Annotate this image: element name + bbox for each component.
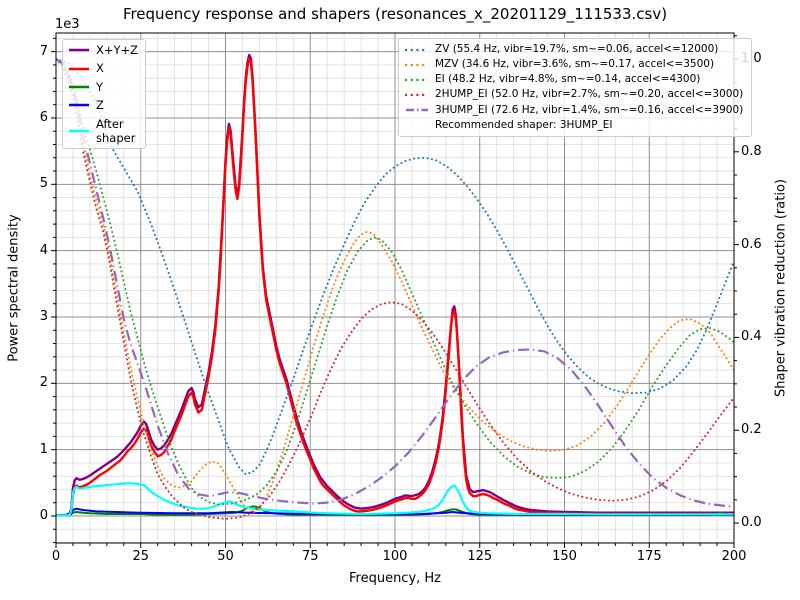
x-tick-label: 50 <box>217 549 234 564</box>
series-after-shaper <box>56 482 734 517</box>
mzv-swatch <box>405 63 429 66</box>
legend-item-ei: EI (48.2 Hz, vibr=4.8%, sm~=0.14, accel<… <box>405 73 743 86</box>
after-shaper-swatch <box>69 129 89 133</box>
x-tick-label: 0 <box>51 549 61 564</box>
y-left-tick-label: 0 <box>39 508 48 523</box>
legend-psd: X+Y+Z X Y Z After shaper <box>62 39 147 150</box>
legend-label: EI (48.2 Hz, vibr=4.8%, sm~=0.14, accel<… <box>435 73 701 86</box>
z-swatch <box>69 104 89 107</box>
y-swatch <box>69 85 89 89</box>
legend-label: ZV (55.4 Hz, vibr=19.7%, sm~=0.06, accel… <box>435 43 719 55</box>
y-left-tick-label: 3 <box>39 308 48 324</box>
x-tick-label: 200 <box>721 549 747 564</box>
legend-item-y: Y <box>68 80 138 94</box>
legend-item-xyz: X+Y+Z <box>68 43 138 57</box>
y-right-tick-label: 0.4 <box>741 329 762 345</box>
legend-item-2hump-ei: 2HUMP_EI (52.0 Hz, vibr=2.7%, sm~=0.20, … <box>405 88 743 101</box>
axis-ticks <box>51 32 739 548</box>
series-z <box>56 507 734 517</box>
x-tick-label: 100 <box>382 549 408 564</box>
legend-item-zv: ZV (55.4 Hz, vibr=19.7%, sm~=0.06, accel… <box>405 43 743 56</box>
series-curves <box>56 53 734 520</box>
y-right-axis-label: Shaper vibration reduction (ratio) <box>773 179 789 397</box>
legend-label: MZV (34.6 Hz, vibr=3.6%, sm~=0.17, accel… <box>435 58 715 71</box>
legend-item-z: Z <box>68 98 138 112</box>
xyz-swatch <box>69 48 89 52</box>
y-left-tick-label: 2 <box>39 375 48 391</box>
legend-item-x: X <box>68 61 138 75</box>
x-tick-label: 150 <box>552 549 577 564</box>
x-tick-label: 25 <box>132 549 150 564</box>
legend-label: Y <box>96 79 104 94</box>
zv-swatch <box>405 48 429 51</box>
legend-label: Recommended shaper: 3HUMP_EI <box>435 118 613 131</box>
series-3hump-ei <box>56 58 734 508</box>
legend-label: 2HUMP_EI (52.0 Hz, vibr=2.7%, sm~=0.20, … <box>435 88 744 101</box>
legend-item-after-shaper: After shaper <box>68 117 138 146</box>
y-right-tick-label: 0.0 <box>741 515 762 531</box>
y-right-tick-label: 0.2 <box>741 422 762 438</box>
y-left-axis-label: Power spectral density <box>6 214 22 362</box>
series-zv <box>56 58 734 476</box>
recommendation-swatch <box>405 120 429 130</box>
y-left-tick-label: 7 <box>39 43 48 59</box>
x-axis-label: Frequency, Hz <box>348 571 442 586</box>
y-left-tick-label: 4 <box>39 242 48 258</box>
legend-label: After shaper <box>96 116 136 145</box>
x-tick-label: 75 <box>301 549 319 564</box>
y-left-tick-label: 5 <box>39 176 48 192</box>
series-mzv <box>56 58 734 514</box>
legend-label: X <box>96 61 104 76</box>
legend-label: Z <box>96 98 104 113</box>
series-ei <box>56 58 734 506</box>
3hump-ei-swatch <box>406 108 428 112</box>
x-tick-label: 175 <box>636 549 662 564</box>
chart-title: Frequency response and shapers (resonanc… <box>122 5 668 23</box>
legend-item-mzv: MZV (34.6 Hz, vibr=3.6%, sm~=0.17, accel… <box>405 58 743 71</box>
y-left-tick-label: 1 <box>39 441 48 457</box>
x-tick-label: 125 <box>467 549 493 564</box>
legend-label: X+Y+Z <box>96 43 139 57</box>
2hump-ei-swatch <box>405 93 429 97</box>
y-right-tick-label: 0.6 <box>741 236 762 252</box>
y-left-tick-label: 6 <box>39 109 48 125</box>
legend-item-3hump-ei: 3HUMP_EI (72.6 Hz, vibr=1.4%, sm~=0.16, … <box>405 104 743 117</box>
x-swatch <box>69 67 89 70</box>
legend-item-recommendation: Recommended shaper: 3HUMP_EI <box>405 119 743 132</box>
legend-label: 3HUMP_EI (72.6 Hz, vibr=1.4%, sm~=0.16, … <box>435 103 744 116</box>
ei-swatch <box>405 78 429 82</box>
y-axis-offset-text: 1e3 <box>55 17 80 32</box>
legend-shapers: ZV (55.4 Hz, vibr=19.7%, sm~=0.06, accel… <box>398 38 753 137</box>
y-right-tick-label: 0.8 <box>741 143 762 159</box>
